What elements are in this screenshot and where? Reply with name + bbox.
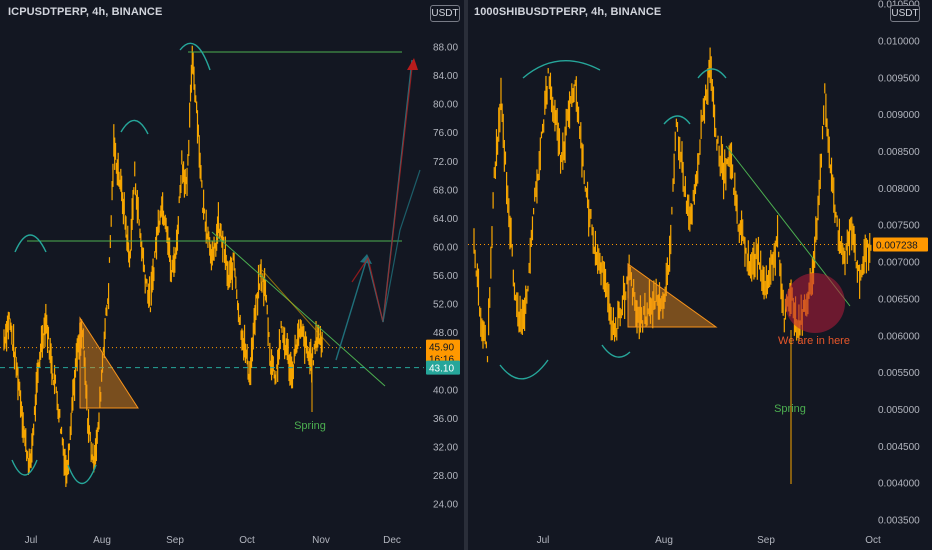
price-tick-label: 0.007000	[878, 258, 920, 269]
time-tick-label: Sep	[757, 535, 775, 546]
price-tick-label: 0.008500	[878, 147, 920, 158]
top-arc	[663, 115, 691, 125]
price-tick-label: 0.009000	[878, 110, 920, 121]
shib-chart-title: 1000SHIBUSDTPERP, 4h, BINANCE	[474, 6, 662, 18]
time-tick-label: Oct	[239, 535, 255, 546]
bottom-arc	[11, 459, 38, 476]
spring-label: Spring	[774, 403, 806, 415]
current-zone-label: We are in here	[778, 335, 850, 347]
top-arc	[14, 234, 47, 253]
top-arc	[697, 68, 727, 79]
last-price-tag	[873, 237, 928, 252]
price-tick-label: 84.00	[433, 71, 458, 82]
price-tick-label: 80.00	[433, 100, 458, 111]
pane-divider[interactable]	[464, 0, 468, 550]
shib-chart-canvas[interactable]: 0.003500 0.004000 0.004500 0.005000 0.005500…	[468, 0, 932, 550]
price-tick-label: 64.00	[433, 214, 458, 225]
last-price-tag	[426, 339, 460, 366]
price-tick-label: 68.00	[433, 185, 458, 196]
price-tick-label: 32.00	[433, 442, 458, 453]
shib-chart-pane[interactable]: 0.003500 0.004000 0.004500 0.005000 0.005500…	[468, 0, 932, 550]
price-tick-label: 40.00	[433, 385, 458, 396]
price-tick-label: 72.00	[433, 157, 458, 168]
bottom-arc	[499, 359, 549, 380]
projection-arrow-teal	[360, 254, 372, 264]
icp-chart-canvas[interactable]: 24.0028.0032.0036.0040.0044.0048.0052.00…	[0, 0, 464, 550]
top-arc	[120, 119, 149, 135]
icp-chart-title: ICPUSDTPERP, 4h, BINANCE	[8, 6, 163, 18]
time-tick-label: Jul	[25, 535, 38, 546]
projection-path-branch	[382, 169, 421, 323]
support-price-value: 43.10	[429, 364, 454, 375]
last-price-value: 0.007238	[876, 241, 918, 252]
bottom-arc	[601, 344, 631, 358]
downtrend-line-minor	[261, 269, 331, 347]
countdown-value: 16:16	[429, 355, 454, 366]
price-tick-label: 36.00	[433, 414, 458, 425]
bottom-arc	[67, 464, 97, 485]
price-tick-label: 0.005500	[878, 368, 920, 379]
price-tick-label: 0.007500	[878, 221, 920, 232]
price-tick-label: 52.00	[433, 300, 458, 311]
price-tick-label: 24.00	[433, 500, 458, 511]
price-tick-label: 28.00	[433, 471, 458, 482]
last-price-value: 45.90	[429, 343, 454, 354]
price-tick-label: 0.005000	[878, 405, 920, 416]
time-tick-label: Dec	[383, 535, 401, 546]
shib-unit-label[interactable]: USDT	[890, 5, 920, 22]
triangle-pattern	[627, 263, 718, 328]
price-tick-label: 76.00	[433, 128, 458, 139]
price-tick-label: 48.00	[433, 328, 458, 339]
projection-arrow-red	[407, 58, 418, 70]
time-tick-label: Sep	[166, 535, 184, 546]
price-tick-label: 0.004500	[878, 442, 920, 453]
support-price-tag	[426, 360, 460, 375]
icp-chart-pane[interactable]: 24.0028.0032.0036.0040.0044.0048.0052.00…	[0, 0, 464, 550]
time-tick-label: Oct	[865, 535, 881, 546]
price-tick-label: 0.004000	[878, 479, 920, 490]
icp-unit-label[interactable]: USDT	[430, 5, 460, 22]
current-zone-circle	[785, 273, 845, 333]
downtrend-line	[211, 231, 386, 387]
price-tick-label: 0.010000	[878, 37, 920, 48]
projection-path-red	[351, 67, 413, 323]
triangle-pattern	[79, 316, 139, 409]
time-tick-label: Nov	[312, 535, 330, 546]
time-tick-label: Jul	[537, 535, 550, 546]
time-tick-label: Aug	[655, 535, 673, 546]
top-arc	[522, 60, 601, 79]
time-tick-label: Aug	[93, 535, 111, 546]
price-tick-label: 60.00	[433, 242, 458, 253]
price-tick-label: 0.006500	[878, 294, 920, 305]
price-tick-label: 0.009500	[878, 73, 920, 84]
price-tick-label: 0.008000	[878, 184, 920, 195]
price-tick-label: 56.00	[433, 271, 458, 282]
spring-label: Spring	[294, 420, 326, 432]
projection-path-teal	[335, 59, 413, 361]
price-tick-label: 0.003500	[878, 516, 920, 527]
top-arc	[179, 42, 211, 71]
price-tick-label: 88.00	[433, 43, 458, 54]
price-tick-label: 0.006000	[878, 331, 920, 342]
